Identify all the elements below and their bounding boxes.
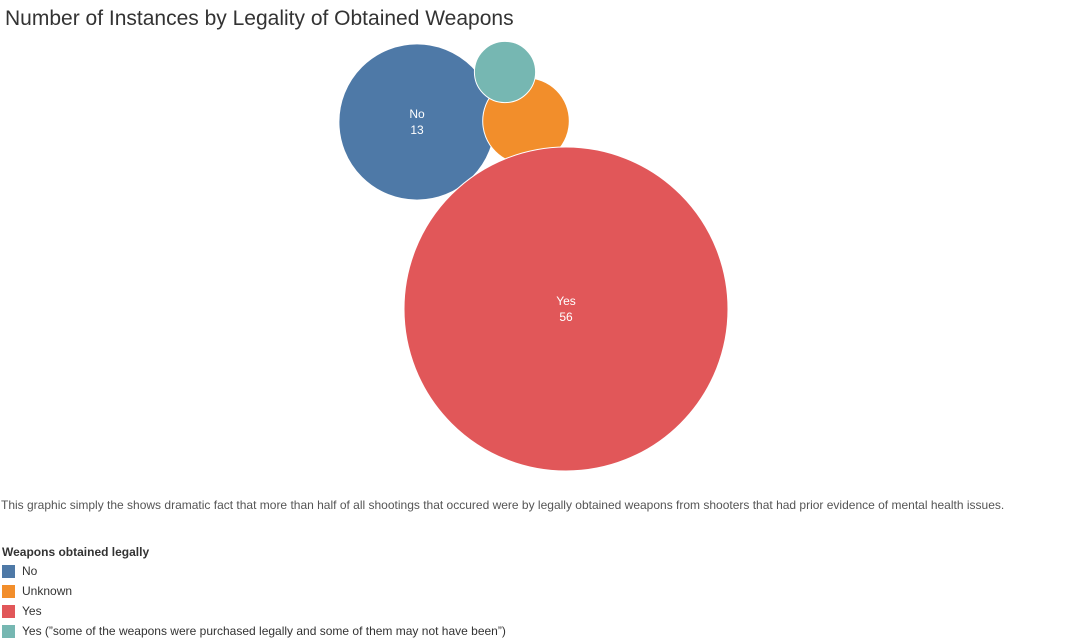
legend: Weapons obtained legally No Unknown Yes … [2,543,506,641]
bubble-no-value-label: 13 [410,123,424,137]
legend-swatch-no [2,564,15,578]
bubble-chart: No 13 Yes 56 [338,40,729,472]
bubble-yes-category-label: Yes [556,294,576,308]
bubble-yes[interactable] [403,146,729,472]
legend-title: Weapons obtained legally [2,545,150,559]
legend-item-yes-partial[interactable]: Yes (”some of the weapons were purchased… [2,621,506,641]
legend-swatch-unknown [2,584,15,598]
chart-caption: This graphic simply the shows dramatic f… [1,498,1005,512]
bubble-no[interactable] [338,43,496,201]
legend-label-no: No [22,564,38,578]
bubble-yes-value-label: 56 [559,310,573,324]
legend-swatch-yes [2,604,15,618]
legend-label-yes-partial: Yes (”some of the weapons were purchased… [22,624,506,638]
legend-label-unknown: Unknown [22,584,73,598]
legend-item-unknown[interactable]: Unknown [2,581,506,601]
legend-label-yes: Yes [22,604,42,618]
bubble-yes-partial[interactable] [473,40,537,104]
legend-item-yes[interactable]: Yes [2,601,506,621]
legend-swatch-yes-partial [2,624,15,638]
chart-title: Number of Instances by Legality of Obtai… [5,7,514,30]
bubble-no-category-label: No [409,107,425,121]
legend-item-no[interactable]: No [2,561,506,581]
